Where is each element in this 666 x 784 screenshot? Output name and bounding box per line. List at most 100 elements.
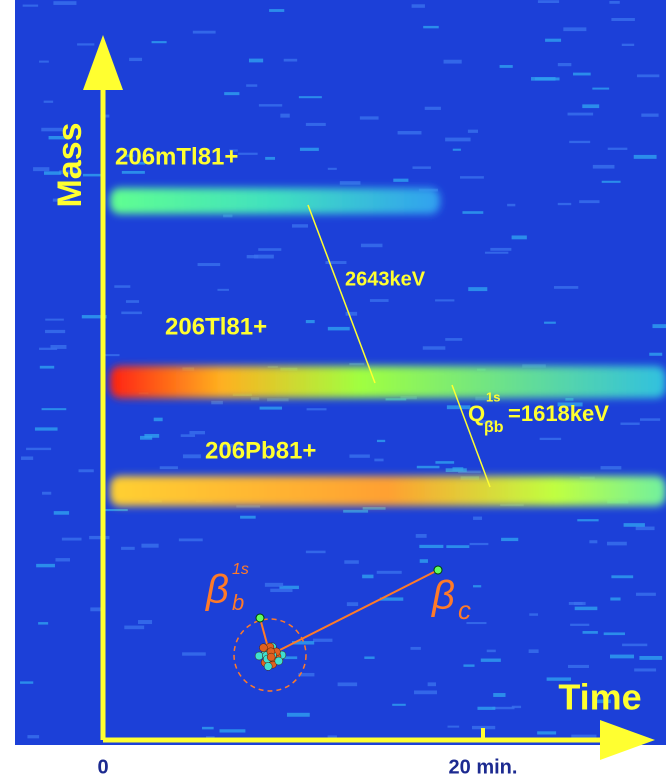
noise-dash bbox=[635, 592, 656, 596]
noise-dash bbox=[178, 538, 203, 542]
noise-dash bbox=[458, 470, 481, 474]
band-206mtl bbox=[110, 188, 440, 214]
noise-dash bbox=[369, 299, 389, 302]
q-subscript: βb bbox=[484, 419, 504, 436]
noise-dash bbox=[151, 41, 167, 44]
noise-dash bbox=[443, 59, 462, 64]
noise-dash bbox=[445, 338, 463, 341]
noise-dash bbox=[153, 417, 163, 422]
noise-dash bbox=[78, 469, 94, 473]
noise-dash bbox=[529, 613, 539, 616]
noise-dash bbox=[26, 447, 52, 451]
noise-dash bbox=[468, 287, 488, 292]
noise-dash bbox=[265, 156, 276, 160]
noise-dash bbox=[59, 170, 82, 175]
noise-dash bbox=[544, 321, 556, 324]
noise-dash bbox=[606, 541, 627, 546]
noise-dash bbox=[270, 588, 293, 593]
noise-dash bbox=[610, 597, 621, 601]
noise-dash bbox=[45, 318, 64, 321]
noise-dash bbox=[557, 62, 572, 67]
ion-label: 206mTl81+ bbox=[115, 143, 238, 170]
noise-dash bbox=[435, 461, 455, 464]
noise-dash bbox=[622, 643, 648, 647]
noise-dash bbox=[359, 116, 379, 120]
noise-dash bbox=[475, 396, 492, 401]
noise-dash bbox=[376, 439, 386, 443]
noise-dash bbox=[313, 638, 333, 642]
noise-dash bbox=[240, 515, 256, 519]
noise-dash bbox=[349, 362, 365, 366]
noise-dash bbox=[39, 347, 58, 350]
noise-dash bbox=[415, 534, 427, 538]
noise-dash bbox=[569, 140, 591, 144]
noise-dash bbox=[603, 632, 625, 636]
noise-dash bbox=[414, 690, 437, 695]
noise-dash bbox=[486, 649, 496, 653]
noise-dash bbox=[609, 0, 620, 4]
y-label: Mass bbox=[51, 122, 89, 207]
noise-dash bbox=[579, 200, 600, 204]
noise-dash bbox=[259, 406, 283, 410]
band-206pb bbox=[110, 476, 666, 506]
noise-dash bbox=[298, 96, 322, 99]
nucleon bbox=[254, 651, 264, 661]
noise-dash bbox=[21, 456, 34, 460]
nucleus bbox=[254, 642, 287, 671]
band-206tl bbox=[110, 366, 666, 398]
noise-dash bbox=[253, 254, 274, 259]
noise-dash bbox=[77, 43, 95, 46]
noise-dash bbox=[182, 454, 201, 459]
noise-dash bbox=[641, 113, 659, 117]
noise bbox=[20, 0, 666, 739]
noise-dash bbox=[337, 682, 358, 687]
transition-line bbox=[307, 204, 376, 384]
noise-dash bbox=[140, 435, 153, 440]
noise-dash bbox=[537, 0, 560, 4]
noise-dash bbox=[393, 178, 409, 182]
noise-dash bbox=[159, 466, 178, 470]
noise-dash bbox=[553, 286, 579, 289]
electron bbox=[255, 613, 265, 623]
noise-dash bbox=[264, 582, 284, 587]
noise-dash bbox=[480, 658, 501, 662]
noise-dash bbox=[611, 18, 635, 21]
noise-dash bbox=[121, 311, 142, 315]
noise-dash bbox=[197, 263, 221, 267]
noise-dash bbox=[600, 466, 622, 470]
noise-dash bbox=[81, 315, 107, 319]
x-arrow bbox=[600, 720, 655, 760]
noise-dash bbox=[305, 122, 326, 126]
noise-dash bbox=[138, 620, 153, 625]
noise-dash bbox=[36, 563, 55, 568]
noise-dash bbox=[501, 537, 519, 542]
noise-dash bbox=[499, 65, 513, 68]
noise-dash bbox=[103, 509, 128, 512]
transition-label: 2643keV bbox=[345, 268, 426, 290]
noise-dash bbox=[279, 585, 299, 590]
noise-dash bbox=[582, 104, 600, 109]
noise-dash bbox=[611, 575, 634, 579]
nucleon bbox=[263, 662, 273, 671]
noise-dash bbox=[424, 106, 441, 110]
noise-dash bbox=[292, 224, 309, 228]
noise-dash bbox=[20, 681, 34, 684]
noise-dash bbox=[246, 84, 258, 87]
noise-dash bbox=[411, 4, 425, 8]
noise-dash bbox=[546, 677, 572, 681]
noise-dash bbox=[38, 622, 49, 625]
noise-dash bbox=[419, 544, 444, 549]
noise-dash bbox=[205, 736, 215, 739]
noise-dash bbox=[82, 173, 103, 177]
noise-dash bbox=[636, 74, 660, 78]
noise-dash bbox=[573, 601, 586, 606]
noise-dash bbox=[422, 346, 446, 350]
noise-dash bbox=[376, 570, 402, 574]
decay-symbol: β bbox=[431, 574, 455, 618]
noise-dash bbox=[462, 211, 484, 214]
noise-dash bbox=[557, 402, 583, 407]
noise-dash bbox=[210, 317, 224, 321]
noise-dash bbox=[134, 161, 146, 165]
noise-dash bbox=[511, 705, 522, 709]
